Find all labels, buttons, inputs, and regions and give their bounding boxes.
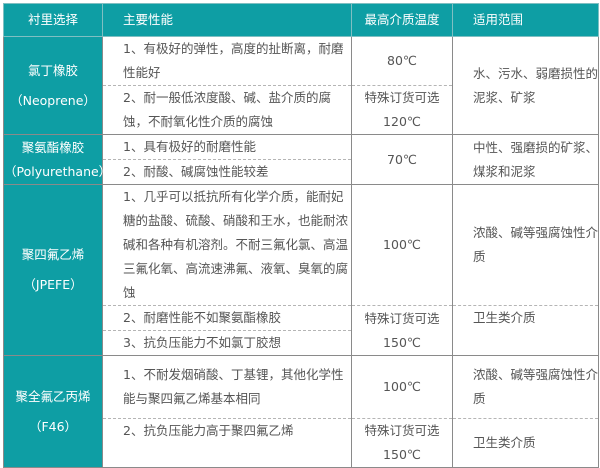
property-cell: 3、抗负压能力不如氯丁胶想: [102, 330, 352, 356]
header-properties: 主要性能: [102, 3, 352, 37]
table-row: 氯丁橡胶 （Neoprene） 1、有极好的弹性，高度的扯断离，耐磨性能好 80℃…: [3, 36, 599, 135]
temp-cell: 70℃: [351, 134, 453, 185]
header-row: 衬里选择 主要性能 最高介质温度 适用范围: [3, 3, 599, 37]
application-cell: 卫生类介质: [452, 305, 599, 356]
temp-cell: 特殊订货可选 120℃: [351, 85, 453, 135]
lining-name: 聚氨酯橡胶 （Polyurethane）: [3, 134, 111, 185]
temp-cell: 100℃: [351, 184, 453, 306]
header-application: 适用范围: [452, 3, 599, 37]
property-cell: 2、抗负压能力高于聚四氟乙烯: [102, 418, 352, 468]
temp-cell: 100℃: [351, 355, 453, 419]
property-cell: 2、耐磨性能不如聚氨酯橡胶: [102, 305, 352, 331]
table-row: 聚全氟乙丙烯 （F46） 1、不耐发烟硝酸、丁基锂，其他化学性能与聚四氟乙烯基本相…: [3, 355, 599, 468]
lining-name: 氯丁橡胶 （Neoprene）: [3, 36, 103, 135]
lining-table: 衬里选择 主要性能 最高介质温度 适用范围 氯丁橡胶 （Neoprene） 1、有…: [3, 3, 599, 468]
table-row: 2、耐磨性能不如聚氨酯橡胶 特殊订货可选 150℃ 卫生类介质: [4, 305, 599, 356]
property-cell: 1、几乎可以抵抗所有化学介质，能耐妃糖的盐酸、硫酸、硝酸和王水，也能耐浓碱和各种…: [102, 184, 352, 306]
application-cell: 中性、强磨损的矿浆、煤浆和泥浆: [452, 134, 599, 185]
lining-name: 聚全氟乙丙烯 （F46）: [3, 355, 103, 468]
temp-cell: 特殊订货可选 150℃: [351, 305, 453, 356]
table-row: 2、耐一般低浓度酸、碱、盐介质的腐蚀，不耐氧化性介质的腐蚀 特殊订货可选 120℃: [4, 85, 599, 135]
application-cell: 浓酸、碱等强腐蚀性介质: [452, 184, 599, 306]
property-cell: 1、具有极好的耐磨性能: [102, 134, 352, 160]
application-cell: 水、污水、弱磨损性的泥浆、矿浆: [452, 36, 599, 135]
property-cell: 2、耐酸、碱腐蚀性能较差: [102, 159, 352, 185]
property-cell: 1、有极好的弹性，高度的扯断离，耐磨性能好: [102, 36, 352, 86]
table-row: 聚氨酯橡胶 （Polyurethane） 1、具有极好的耐磨性能 70℃ 中性、强…: [3, 134, 599, 185]
table-row: 3、抗负压能力不如氯丁胶想: [4, 330, 599, 356]
temp-cell: 80℃: [351, 36, 453, 86]
property-cell: 1、不耐发烟硝酸、丁基锂，其他化学性能与聚四氟乙烯基本相同: [102, 355, 352, 419]
header-lining: 衬里选择: [3, 3, 103, 37]
lining-name: 聚四氟乙烯 （JPEFE）: [3, 184, 103, 356]
table-row: 聚四氟乙烯 （JPEFE） 1、几乎可以抵抗所有化学介质，能耐妃糖的盐酸、硫酸、硝…: [3, 184, 599, 356]
table-row: 2、耐酸、碱腐蚀性能较差: [4, 159, 599, 185]
application-cell: 卫生类介质: [452, 418, 599, 468]
application-cell: 浓酸、碱等强腐蚀性介质: [452, 355, 599, 419]
property-cell: 2、耐一般低浓度酸、碱、盐介质的腐蚀，不耐氧化性介质的腐蚀: [102, 85, 352, 135]
temp-cell: 特殊订货可选 150℃: [351, 418, 453, 468]
header-max-temp: 最高介质温度: [351, 3, 453, 37]
